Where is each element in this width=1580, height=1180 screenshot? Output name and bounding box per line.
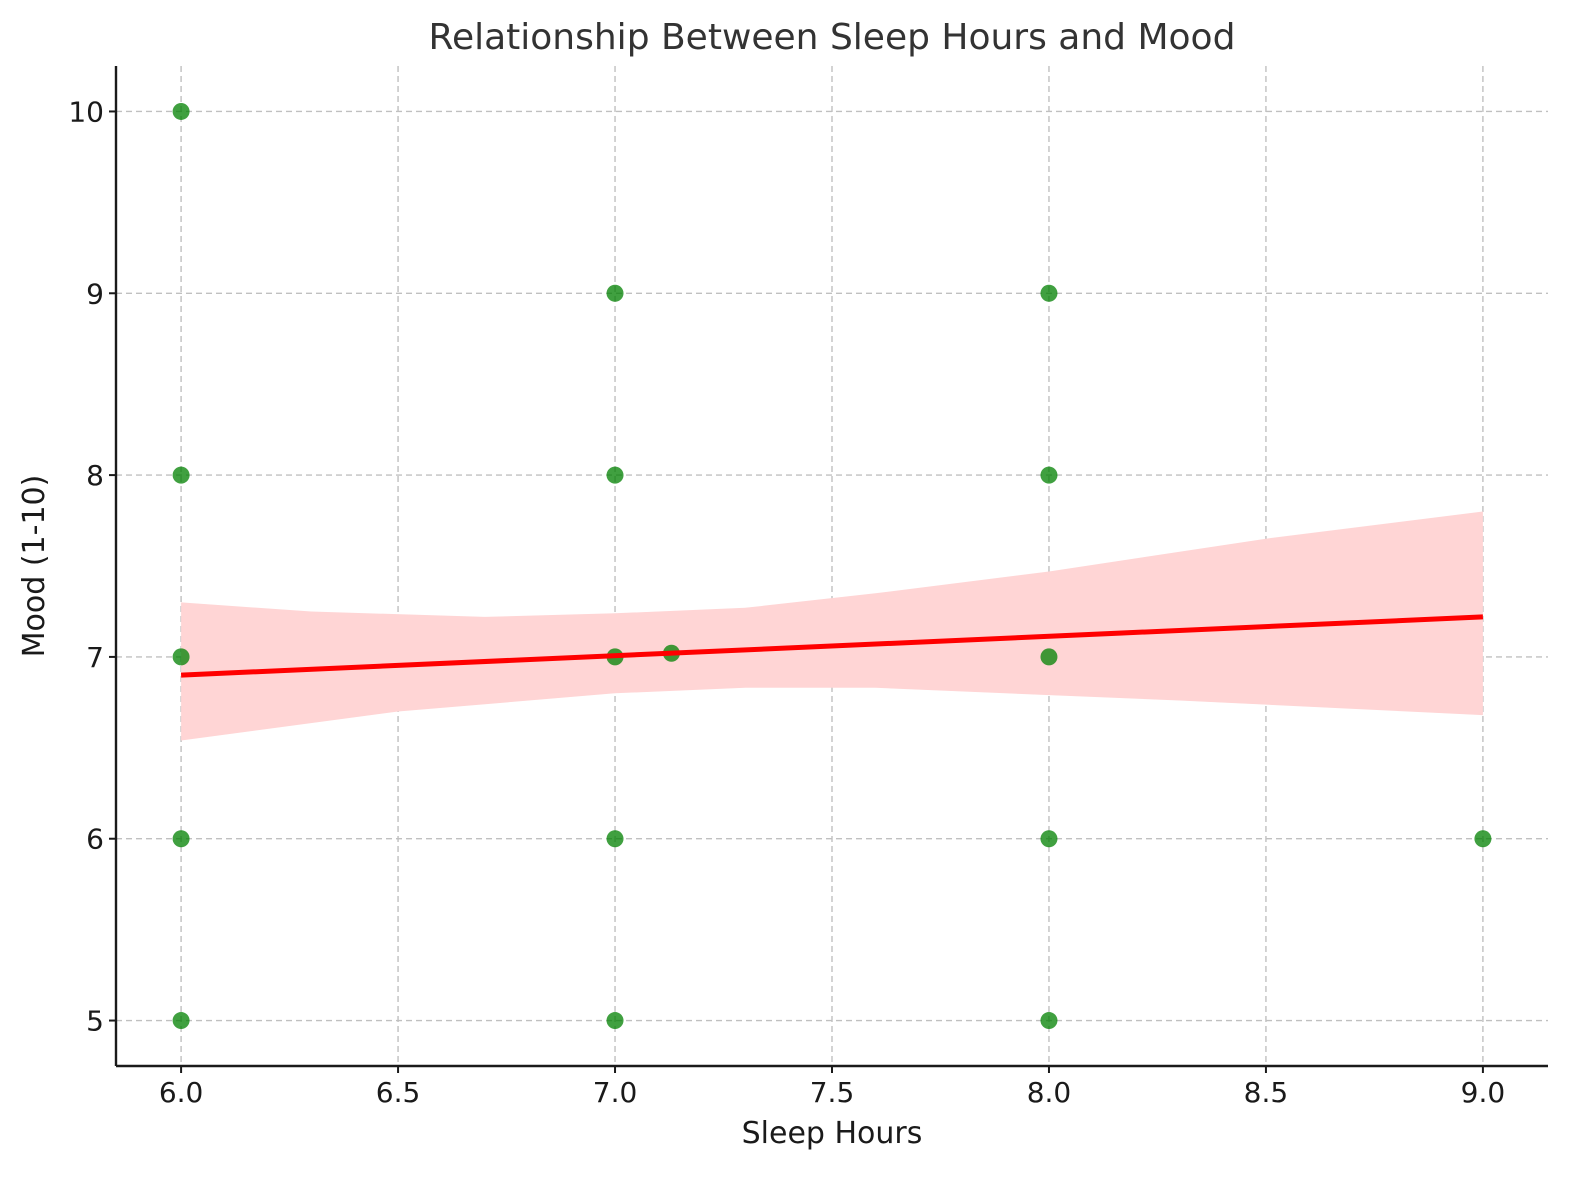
x-tick-label: 6.5 [376, 1076, 421, 1109]
x-tick-label: 8.0 [1027, 1076, 1072, 1109]
confidence-band-area [181, 511, 1483, 741]
data-points [172, 102, 1492, 1030]
y-tick-label: 10 [68, 95, 104, 128]
x-tick-label: 6.0 [159, 1076, 204, 1109]
data-point [172, 648, 190, 666]
data-point [606, 1012, 624, 1030]
regression-line-group [180, 614, 1484, 678]
chart-title: Relationship Between Sleep Hours and Moo… [429, 17, 1236, 58]
data-point [172, 830, 190, 848]
x-tick-label: 7.0 [593, 1076, 638, 1109]
y-axis-label: Mood (1-10) [17, 475, 52, 658]
data-point [172, 102, 190, 120]
data-point [1040, 284, 1058, 302]
data-point [1474, 830, 1492, 848]
x-tick-label: 8.5 [1244, 1076, 1289, 1109]
regression-line [180, 614, 1484, 678]
y-tick-label: 9 [86, 277, 104, 310]
y-tick-label: 7 [86, 641, 104, 674]
confidence-band [181, 511, 1483, 741]
x-tick-label: 7.5 [810, 1076, 855, 1109]
y-tick-label: 6 [86, 823, 104, 856]
data-point [606, 830, 624, 848]
tick-labels: 6.0 6.5 7.0 7.5 8.0 8.5 9.0 5 6 7 8 9 10 [68, 95, 1505, 1109]
y-tick-label: 5 [86, 1005, 104, 1038]
x-axis-label: Sleep Hours [742, 1116, 923, 1151]
x-tick-label: 9.0 [1461, 1076, 1506, 1109]
data-point [1040, 648, 1058, 666]
y-tick-label: 8 [86, 459, 104, 492]
data-point [1040, 830, 1058, 848]
data-point [172, 1012, 190, 1030]
data-point [606, 466, 624, 484]
data-point [1040, 466, 1058, 484]
data-point [606, 284, 624, 302]
data-point [1040, 1012, 1058, 1030]
data-point [172, 466, 190, 484]
